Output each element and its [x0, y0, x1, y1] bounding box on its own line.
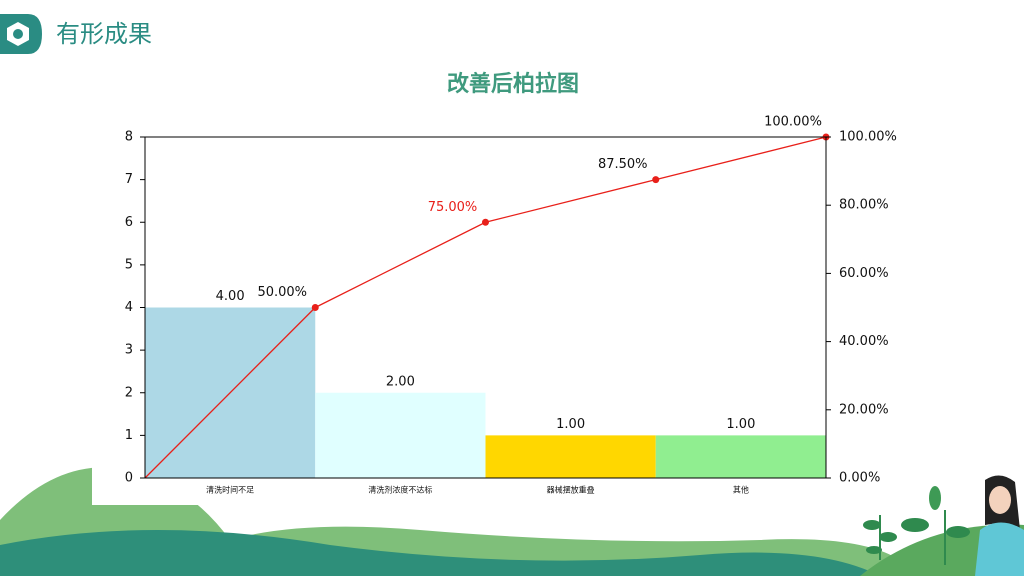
- line-start: [144, 307, 316, 479]
- bar: [655, 435, 826, 478]
- value-label: 1.00: [726, 417, 755, 432]
- y2-tick-label: 40.00%: [839, 334, 889, 349]
- person-illustration: [975, 475, 1024, 576]
- y-tick-label: 1: [125, 428, 133, 443]
- x-tick-label: 清洗时间不足: [206, 485, 254, 495]
- plot: 4.00清洗时间不足2.00清洗剂浓度不达标1.00器械摆放重叠1.00其他50…: [125, 115, 897, 495]
- y-tick-label: 0: [125, 471, 133, 486]
- y-tick-label: 6: [125, 215, 133, 230]
- point-label: 75.00%: [428, 200, 478, 215]
- x-tick-label: 清洗剂浓度不达标: [368, 485, 432, 495]
- x-tick-label: 其他: [733, 485, 749, 495]
- point: [482, 218, 489, 226]
- header-icon: [13, 29, 23, 39]
- x-tick-label: 器械摆放重叠: [547, 485, 595, 495]
- y-tick-label: 8: [125, 130, 133, 145]
- point-label: 87.50%: [598, 157, 648, 172]
- y2-tick-label: 60.00%: [839, 266, 889, 281]
- y-tick-label: 7: [125, 172, 133, 187]
- point: [311, 304, 319, 311]
- y-tick-label: 3: [125, 343, 133, 358]
- y2-tick-label: 100.00%: [839, 130, 897, 145]
- y-tick-label: 5: [125, 257, 133, 272]
- bar: [485, 435, 656, 478]
- value-label: 1.00: [556, 417, 585, 432]
- bar: [315, 392, 486, 478]
- value-label: 4.00: [216, 289, 245, 304]
- hill: [0, 530, 880, 576]
- point-label: 50.00%: [257, 285, 307, 300]
- y2-tick-label: 20.00%: [839, 402, 889, 417]
- chart-title: 改善后柏拉图: [447, 71, 579, 97]
- slide-title: 有形成果: [56, 20, 152, 48]
- cumulative-line: [314, 136, 827, 309]
- plants: [863, 486, 970, 565]
- y-tick-label: 4: [125, 300, 133, 315]
- y-tick-label: 2: [125, 385, 133, 400]
- y2-tick-label: 0.00%: [839, 471, 880, 486]
- value-label: 2.00: [386, 374, 415, 389]
- point-label: 100.00%: [764, 115, 822, 130]
- y2-tick-label: 80.00%: [839, 198, 889, 213]
- point: [652, 176, 660, 184]
